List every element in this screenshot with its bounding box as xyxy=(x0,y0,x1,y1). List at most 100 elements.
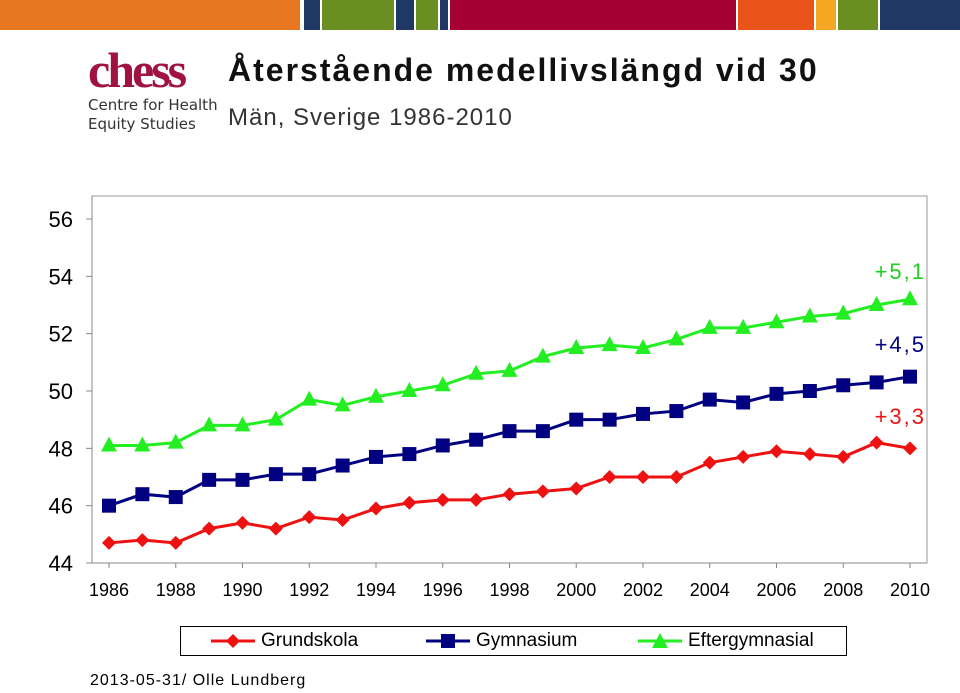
data-point xyxy=(835,304,852,320)
data-point xyxy=(836,378,851,393)
legend-label-gymnasium: Gymnasium xyxy=(476,630,578,651)
x-tick-label: 2004 xyxy=(690,580,730,600)
legend-item-eftergymnasial: Eftergymnasial xyxy=(638,627,814,655)
data-point xyxy=(569,481,584,496)
data-point xyxy=(335,458,350,473)
data-point xyxy=(201,416,218,432)
x-tick-label: 1994 xyxy=(356,580,396,600)
y-tick-label: 56 xyxy=(49,207,73,232)
data-point xyxy=(736,395,751,410)
change-annotation: +5,1 xyxy=(875,259,926,284)
data-point xyxy=(335,513,350,527)
data-point xyxy=(534,347,551,363)
logo-line-1: Centre for Health xyxy=(88,96,218,114)
data-point xyxy=(903,441,917,456)
logo-line-2: Equity Studies xyxy=(88,115,196,133)
legend-label-eftergymnasial: Eftergymnasial xyxy=(688,630,814,651)
y-tick-label: 44 xyxy=(49,551,73,576)
x-tick-label: 2008 xyxy=(823,580,863,600)
data-point xyxy=(903,369,917,384)
data-point xyxy=(469,492,484,507)
data-point xyxy=(135,487,150,502)
data-point xyxy=(334,396,351,412)
series-gymnasium xyxy=(102,369,917,513)
data-point xyxy=(735,318,752,334)
data-point xyxy=(836,449,851,464)
data-point xyxy=(535,424,550,439)
header-bar-orange-red xyxy=(738,0,814,30)
legend-item-gymnasium: Gymnasium xyxy=(426,627,577,655)
data-point xyxy=(502,487,517,502)
data-point xyxy=(636,470,650,484)
change-annotation: +3,3 xyxy=(875,404,926,429)
data-point xyxy=(268,521,283,536)
x-tick-label: 1990 xyxy=(222,580,262,600)
change-annotation: +4,5 xyxy=(875,332,926,357)
data-point xyxy=(235,472,250,487)
y-tick-label: 48 xyxy=(49,436,73,461)
data-point xyxy=(267,410,284,426)
data-point xyxy=(902,290,918,306)
data-point xyxy=(736,449,751,464)
data-point xyxy=(535,484,550,499)
header-bar-green-3 xyxy=(838,0,878,30)
data-point xyxy=(568,339,585,354)
y-tick-label: 52 xyxy=(49,322,73,347)
plot-frame xyxy=(91,195,928,564)
page-title: Återstående medellivslängd vid 30 xyxy=(228,52,819,88)
data-point xyxy=(769,386,784,401)
data-point xyxy=(669,470,684,484)
data-point xyxy=(302,467,317,482)
chart-legend: Grundskola Gymnasium Eftergymnasial xyxy=(180,626,847,656)
header-bar-amber xyxy=(816,0,836,30)
data-point xyxy=(102,535,116,550)
data-point xyxy=(434,376,451,392)
data-point xyxy=(301,390,318,406)
data-point xyxy=(168,535,183,550)
data-point xyxy=(102,498,116,513)
data-point xyxy=(602,412,617,427)
data-point xyxy=(801,307,818,323)
data-point xyxy=(168,490,183,505)
data-point xyxy=(234,416,251,432)
data-point xyxy=(702,455,717,470)
data-point xyxy=(435,438,450,453)
x-tick-label: 2000 xyxy=(556,580,596,600)
legend-item-grundskola: Grundskola xyxy=(211,627,358,655)
data-point xyxy=(868,296,885,311)
data-point xyxy=(235,515,250,530)
y-tick-label: 46 xyxy=(49,494,73,519)
data-point xyxy=(601,336,618,352)
data-point xyxy=(369,449,383,464)
legend-label-grundskola: Grundskola xyxy=(261,630,359,651)
data-point xyxy=(368,387,384,403)
data-point xyxy=(302,510,317,525)
legend-diamond-marker-icon xyxy=(211,634,255,648)
data-point xyxy=(636,406,650,421)
page-subtitle: Män, Sverige 1986-2010 xyxy=(228,104,513,131)
footer-credit: 2013-05-31/ Olle Lundberg xyxy=(90,672,307,689)
x-tick-label: 1996 xyxy=(423,580,463,600)
data-point xyxy=(602,470,617,484)
data-point xyxy=(569,412,584,427)
data-point xyxy=(202,472,217,487)
y-tick-label: 50 xyxy=(49,379,73,404)
header-bar-navy-1 xyxy=(304,0,320,30)
data-point xyxy=(802,447,817,462)
data-point xyxy=(502,424,517,439)
data-point xyxy=(668,330,685,346)
data-point xyxy=(101,436,117,452)
data-point xyxy=(701,318,718,334)
series-grundskola xyxy=(102,435,917,550)
data-point xyxy=(702,392,717,407)
data-point xyxy=(869,435,884,450)
header-color-bar xyxy=(0,0,960,30)
header-bar-orange xyxy=(0,0,300,30)
x-tick-label: 1986 xyxy=(89,580,129,600)
data-point xyxy=(202,521,217,536)
data-point xyxy=(501,361,518,377)
data-point xyxy=(802,384,817,398)
series-line xyxy=(108,375,911,508)
logo-mark: chess xyxy=(88,42,187,98)
